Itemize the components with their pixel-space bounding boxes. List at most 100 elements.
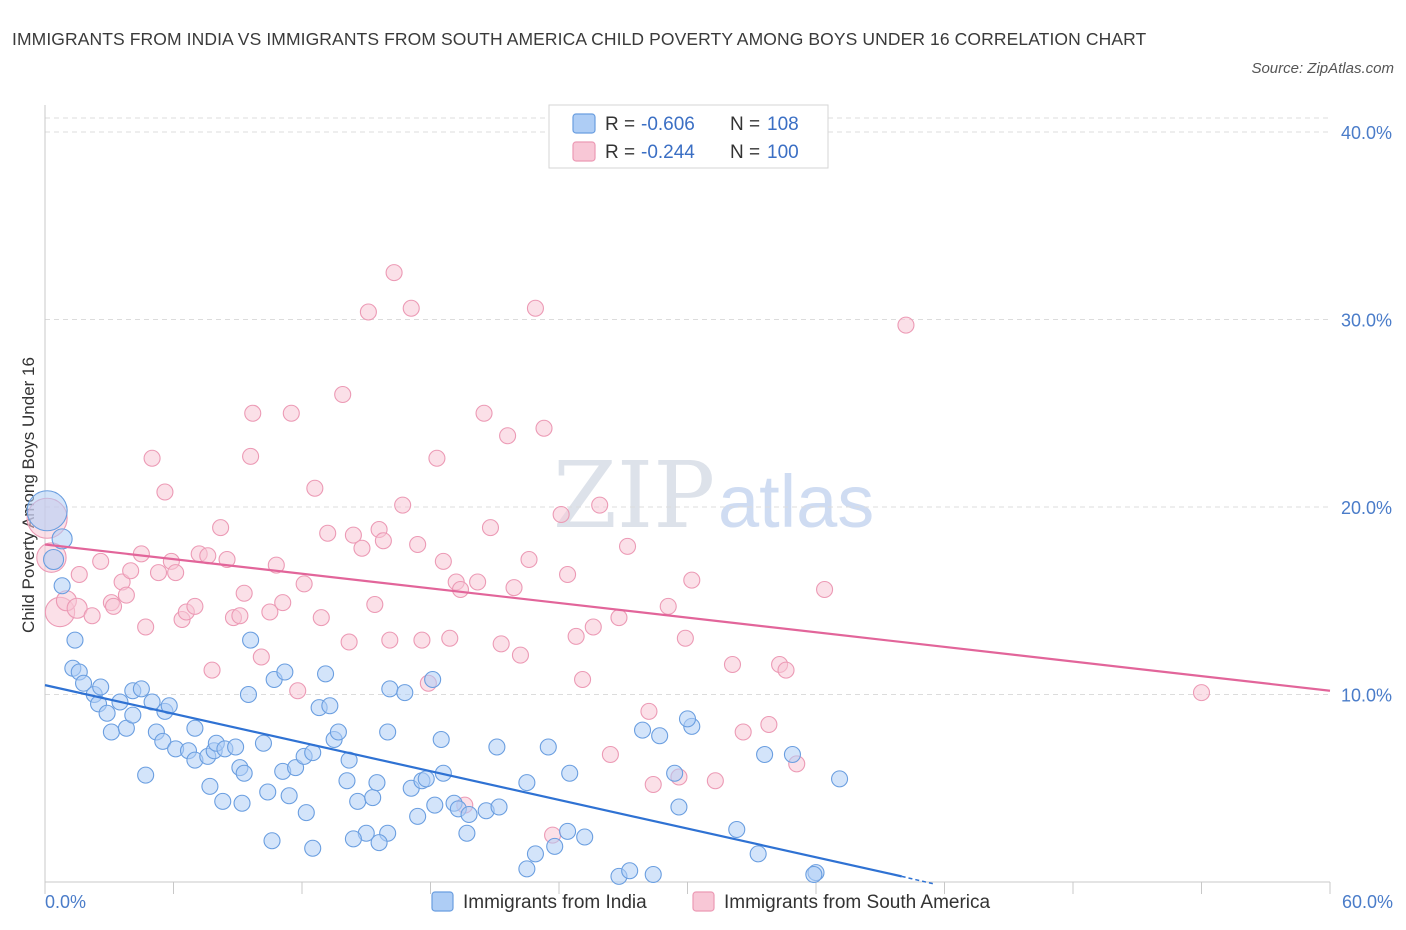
sa-point [319,524,337,542]
sa-point [676,629,694,647]
sa-point [137,618,155,636]
sa-point [306,479,324,497]
sa-point [340,633,358,651]
x-tick-labels: 0.0% 60.0% [45,892,1393,912]
sa-point [567,627,585,645]
india-point [488,738,506,756]
india-point [242,631,260,649]
sa-point [394,496,412,514]
sa-point [413,631,431,649]
legend-india-n-label: N = [730,114,760,135]
india-point [546,837,564,855]
india-point [276,663,294,681]
sa-point [117,586,135,604]
sa-point [242,447,260,465]
sa-point [122,562,140,580]
sa-point [618,537,637,555]
sa-point [535,419,553,437]
india-point [287,759,305,777]
india-point [53,577,71,595]
bottom-legend-india-label: Immigrants from India [463,892,647,913]
sa-point [777,661,795,679]
india-point [426,796,444,814]
x-tick-label-min: 0.0% [45,892,86,912]
india-point [651,727,669,745]
india-point [644,865,662,884]
india-point [379,723,397,741]
sa-point [252,648,270,666]
sa-point [235,584,253,602]
bottom-legend-sa-label: Immigrants from South America [724,892,991,913]
india-point [132,680,150,698]
watermark: ZIP atlas [553,442,874,549]
sa-point [231,607,249,625]
sa-point [149,564,168,582]
sa-point [552,505,570,524]
india-point [239,685,258,704]
sa-point [434,552,452,570]
sa-point [212,519,230,537]
sa-point [83,607,101,625]
sa-point [526,299,544,317]
india-point [280,787,298,805]
sa-point [409,535,427,554]
legend-india-swatch [572,113,596,134]
y-axis-label: Child Poverty Among Boys Under 16 [19,357,38,633]
y-tick-label: 40.0% [1341,123,1392,143]
india-point [102,723,120,741]
sa-point [282,404,300,422]
india-point [75,674,93,692]
sa-point [640,702,658,720]
legend-india-n-value: 108 [767,114,799,135]
watermark-zip: ZIP [553,442,715,549]
sa-point [312,609,330,627]
sa-point [723,655,742,674]
india-point [831,770,849,788]
india-point [66,631,84,649]
legend-sa-n-value: 100 [767,142,799,163]
sa-point [374,532,392,550]
sa-point [644,775,662,794]
bottom-legend-sa-swatch [692,891,715,912]
sa-point [359,303,377,321]
y-tick-labels: 10.0% 20.0% 30.0% 40.0% [1341,123,1392,706]
india-point [344,830,362,848]
india-point [186,719,204,737]
india-point [576,828,594,846]
india-point [370,834,388,852]
india-point [432,730,450,749]
india-point [490,798,508,816]
sa-point [481,519,500,537]
india-point [424,670,442,689]
india-point [561,764,579,782]
sa-point [499,427,517,445]
sa-point [683,571,701,589]
legend-sa-r-label: R = [605,142,635,163]
sa-point [267,556,285,574]
india-point [559,822,577,840]
india-point [409,807,427,825]
legend-india-r-label: R = [605,114,635,135]
india-point [381,680,399,698]
india-point [518,774,536,792]
india-point [201,777,219,795]
india-point [137,766,155,784]
india-point [321,697,339,715]
india-point [154,732,172,750]
bottom-legend: Immigrants from India Immigrants from So… [431,891,991,913]
india-point [666,764,684,782]
sa-point [104,597,123,615]
sa-point [274,594,292,612]
india-point [317,665,335,683]
source-credit: Source: ZipAtlas.com [1251,60,1394,77]
india-point [364,789,382,807]
india-point [518,860,536,878]
india-point [539,738,557,756]
sa-point [295,575,313,593]
sa-point [66,597,88,619]
sa-point [244,404,262,422]
india-point [263,832,281,850]
india-point [124,706,142,724]
y-tick-label: 30.0% [1341,311,1392,331]
sa-point [451,580,470,599]
